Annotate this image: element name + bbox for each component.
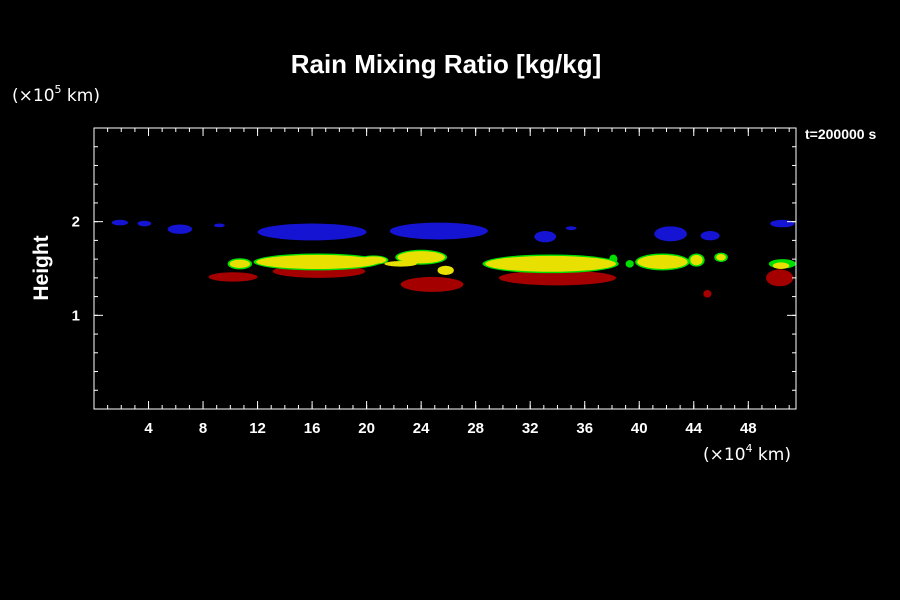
region-green-23 — [625, 260, 634, 268]
region-yellow-34 — [485, 255, 617, 272]
chart-title: Rain Mixing Ratio [kg/kg] — [291, 49, 602, 79]
region-blue-8 — [167, 224, 193, 234]
region-blue-7 — [137, 220, 152, 227]
region-red-0 — [208, 272, 258, 282]
x-tick-label: 48 — [740, 420, 757, 437]
x-tick-label: 28 — [467, 420, 484, 437]
x-tick-label: 4 — [144, 420, 153, 437]
x-tick-label: 20 — [358, 420, 375, 437]
x-tick-label: 12 — [249, 420, 266, 437]
y-tick-label: 1 — [72, 307, 80, 324]
x-unit-label: (×104 km) — [703, 442, 791, 465]
x-tick-label: 36 — [576, 420, 593, 437]
region-blue-11 — [389, 222, 488, 240]
plot-frame — [93, 127, 797, 410]
x-tick-label: 16 — [304, 420, 321, 437]
region-yellow-37 — [716, 253, 726, 261]
region-red-4 — [703, 290, 712, 298]
x-tick-label: 24 — [413, 420, 430, 437]
region-red-5 — [766, 269, 794, 287]
region-blue-13 — [565, 226, 577, 231]
x-tick-label: 44 — [685, 420, 702, 437]
y-unit-label: (×105 km) — [12, 83, 100, 106]
x-tick-label: 32 — [522, 420, 539, 437]
x-tick-label: 40 — [631, 420, 648, 437]
region-yellow-28 — [229, 259, 251, 269]
region-yellow-30 — [360, 256, 387, 264]
region-blue-12 — [534, 231, 557, 243]
axis-ticks — [94, 128, 796, 409]
region-blue-14 — [654, 226, 687, 242]
region-blue-6 — [111, 219, 129, 226]
x-tick-label: 8 — [199, 420, 207, 437]
region-blue-15 — [700, 231, 720, 241]
region-yellow-38 — [772, 262, 790, 269]
region-yellow-29 — [256, 254, 379, 269]
region-yellow-33 — [437, 265, 454, 276]
y-tick-label: 2 — [72, 214, 80, 231]
region-red-3 — [498, 270, 617, 286]
time-label: t=200000 s — [805, 126, 876, 142]
region-yellow-35 — [637, 254, 688, 269]
y-axis-label: Height — [30, 235, 53, 300]
region-yellow-32 — [397, 251, 445, 264]
data-regions — [111, 219, 796, 298]
region-blue-16 — [770, 219, 795, 228]
region-yellow-36 — [690, 254, 703, 266]
region-blue-9 — [213, 223, 225, 228]
region-red-2 — [400, 276, 464, 292]
region-blue-10 — [257, 223, 367, 241]
